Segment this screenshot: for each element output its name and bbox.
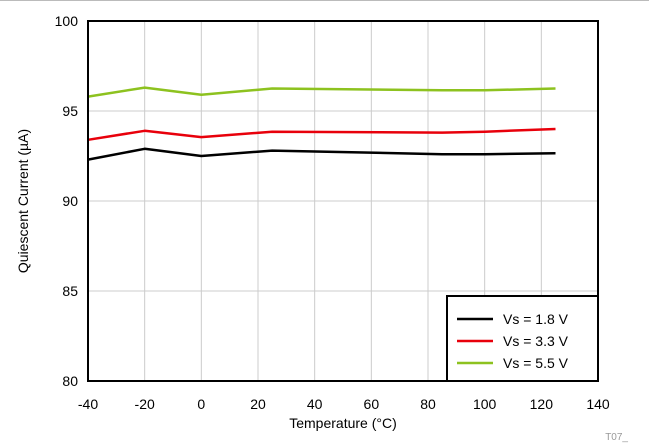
x-tick-label: 0: [197, 396, 205, 412]
plot-frame: [87, 20, 599, 382]
x-tick-label: 120: [530, 396, 554, 412]
legend-label: Vs = 3.3 V: [503, 333, 569, 349]
y-axis-label: Quiescent Current (µA): [15, 129, 31, 273]
y-tick-label: 90: [62, 193, 78, 209]
series-group: [87, 86, 556, 161]
y-tick-labels: 80 85 90 95 100: [55, 13, 79, 389]
legend-label: Vs = 1.8 V: [503, 311, 569, 327]
legend: Vs = 1.8 V Vs = 3.3 V Vs = 5.5 V: [446, 295, 599, 382]
x-tick-labels: -40 -20 0 20 40 60 80 100 120 140: [78, 396, 610, 412]
x-tick-label: 60: [364, 396, 380, 412]
y-tick-label: 100: [55, 13, 79, 29]
grid: [88, 21, 598, 381]
x-tick-label: 80: [420, 396, 436, 412]
legend-label: Vs = 5.5 V: [503, 355, 569, 371]
x-tick-label: 140: [586, 396, 610, 412]
x-tick-label: -40: [78, 396, 98, 412]
x-tick-label: 40: [307, 396, 323, 412]
series-line: [87, 127, 556, 142]
x-tick-label: 100: [473, 396, 497, 412]
y-tick-label: 80: [62, 373, 78, 389]
x-tick-label: -20: [135, 396, 155, 412]
figure-code: T07_: [605, 432, 628, 443]
y-tick-label: 85: [62, 283, 78, 299]
x-tick-label: 20: [250, 396, 266, 412]
x-axis-label: Temperature (°C): [289, 415, 397, 431]
series-line: [87, 86, 556, 98]
legend-box: [446, 295, 599, 382]
series-line: [87, 147, 556, 161]
y-tick-label: 95: [62, 103, 78, 119]
